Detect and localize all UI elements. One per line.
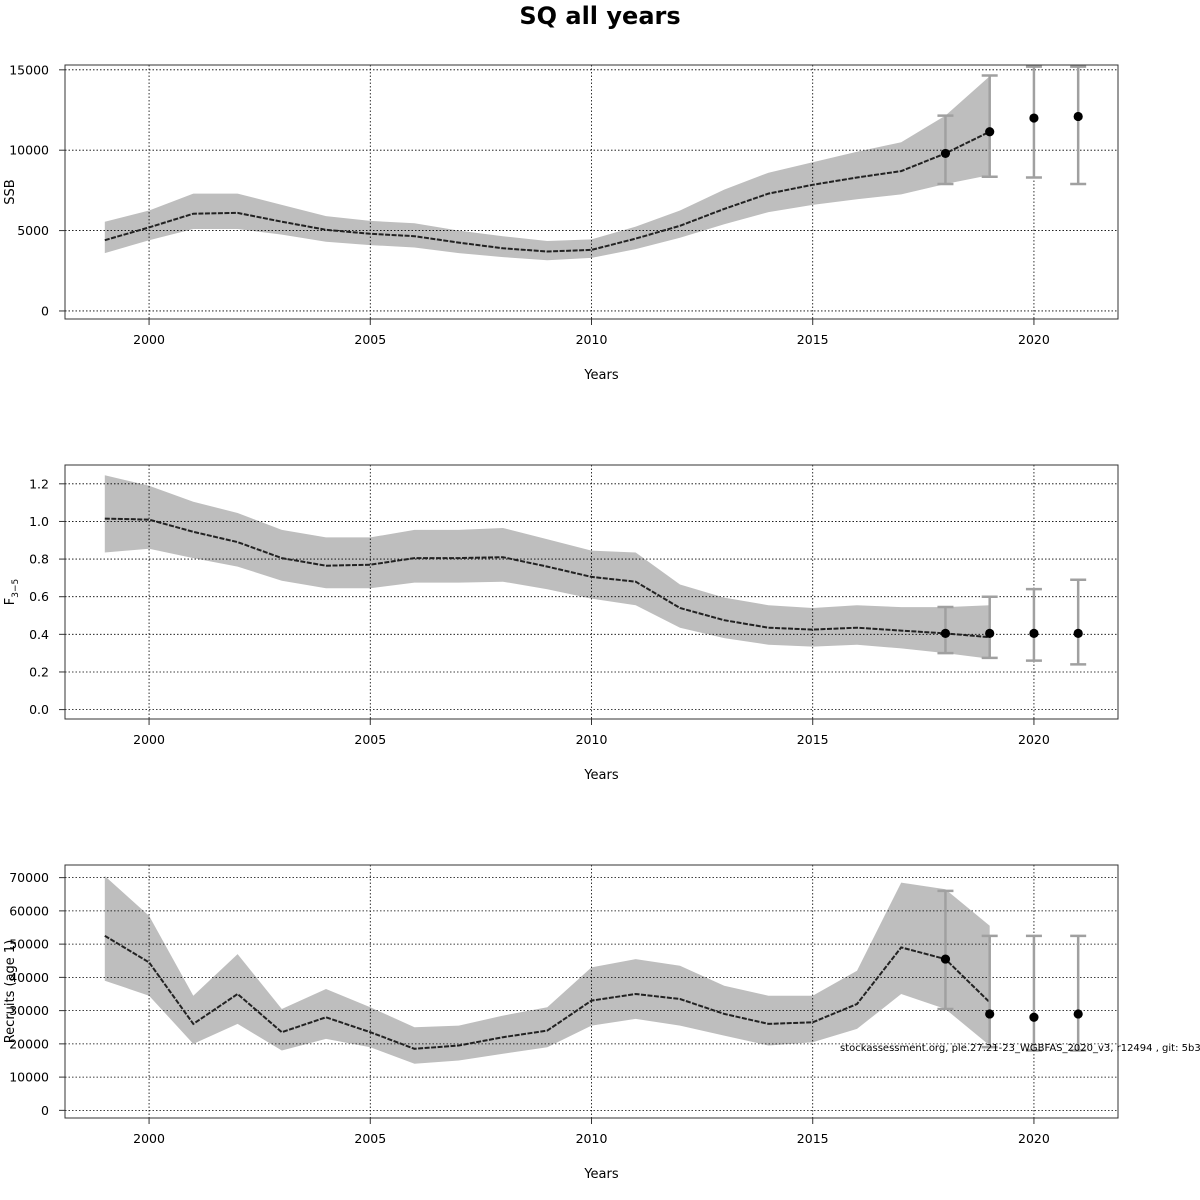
forecast-point [940, 148, 951, 159]
x-tick-label: 2005 [354, 332, 386, 347]
forecast-point [985, 127, 995, 137]
panel-1: 2000 2005 2010 2015 2020 0 5000 10000 15000 Years… [3, 62, 1119, 383]
y-tick-label: 20000 [9, 1036, 49, 1051]
y-axis-label: SSB [3, 179, 18, 204]
forecast-point [1029, 1012, 1039, 1022]
y-tick-label: 40000 [9, 970, 49, 985]
y-tick-label: 70000 [9, 870, 49, 885]
panel-2: 2000 2005 2010 2015 2020 0.0 0.2 0.4 0.6 0.8 1.0 1.… [3, 464, 1119, 783]
forecast-point [940, 954, 951, 964]
x-tick-label: 2020 [1018, 332, 1050, 347]
x-tick-label: 2010 [576, 332, 608, 347]
y-tick-label: 0 [41, 1103, 49, 1118]
x-tick-label: 2005 [354, 732, 386, 747]
forecast-point [1073, 628, 1083, 638]
y-axis-label-subscript: 3−5 [11, 579, 21, 598]
forecast-point [1073, 1009, 1083, 1019]
x-tick-label: 2010 [576, 1131, 608, 1146]
x-tick-label: 2005 [354, 1131, 386, 1146]
x-tick-label: 2020 [1018, 1131, 1050, 1146]
y-tick-label: 1.2 [29, 476, 49, 491]
forecast-point [1029, 628, 1039, 638]
x-tick-label: 2000 [133, 332, 165, 347]
x-tick-label: 2000 [133, 1131, 165, 1146]
y-tick-label: 5000 [17, 223, 49, 238]
y-tick-label: 0 [41, 303, 49, 318]
y-axis-label: F3−5 [3, 579, 21, 605]
y-tick-label: 0.6 [29, 589, 49, 604]
estimate-line [104, 934, 991, 1050]
x-axis-label: Years [583, 1167, 619, 1182]
forecast-point [1073, 111, 1083, 122]
footer-credit: stockassessment.org, ple.27.21-23_WGBFAS… [840, 1043, 1200, 1054]
y-tick-label: 50000 [9, 937, 49, 952]
x-tick-label: 2015 [797, 732, 829, 747]
y-tick-label: 60000 [9, 903, 49, 918]
y-tick-label: 15000 [9, 62, 49, 77]
y-tick-label: 0.2 [29, 664, 49, 679]
chart-title: SQ all years [519, 2, 680, 30]
x-tick-label: 2020 [1018, 732, 1050, 747]
forecast-point [985, 1009, 995, 1019]
y-axis-label: Recruits (age 1) [3, 940, 18, 1044]
y-tick-label: 0.8 [29, 552, 49, 567]
x-axis-label: Years [583, 368, 619, 383]
y-tick-label: 0.4 [29, 627, 49, 642]
estimate-line [104, 130, 991, 253]
y-tick-label: 0.0 [29, 702, 49, 717]
x-tick-label: 2015 [797, 1131, 829, 1146]
forecast-point [940, 628, 951, 638]
confidence-band [104, 76, 990, 261]
forecast-point [985, 628, 995, 638]
y-tick-label: 1.0 [29, 514, 49, 529]
y-tick-label: 10000 [9, 143, 49, 158]
y-tick-label: 10000 [9, 1070, 49, 1085]
confidence-band [104, 876, 990, 1064]
forecast-point [1029, 113, 1039, 123]
y-tick-label: 30000 [9, 1003, 49, 1018]
x-tick-label: 2000 [133, 732, 165, 747]
x-tick-label: 2010 [576, 732, 608, 747]
panel-3: 2000 2005 2010 2015 2020 0 10000 20000 30000 4000… [3, 864, 1119, 1182]
estimate-line [104, 517, 990, 639]
x-tick-label: 2015 [797, 332, 829, 347]
x-axis-label: Years [583, 768, 619, 783]
